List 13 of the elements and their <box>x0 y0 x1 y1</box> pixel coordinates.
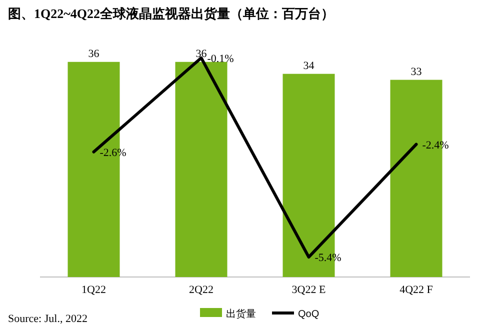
data-label: -0.1% <box>207 52 234 65</box>
legend-label: QoQ <box>298 309 320 320</box>
x-tick-label: 1Q22 <box>82 284 106 296</box>
x-tick-label: 3Q22 E <box>292 284 326 296</box>
data-label: 36 <box>196 48 208 60</box>
source-note: Source: Jul., 2022 <box>8 313 88 325</box>
x-tick-label: 4Q22 F <box>400 284 433 296</box>
legend-label: 出货量 <box>226 308 256 320</box>
chart-title: 图、1Q22~4Q22全球液晶监视器出货量（单位：百万台） <box>8 6 334 21</box>
data-label: 36 <box>88 48 100 60</box>
x-tick-label: 2Q22 <box>189 284 214 296</box>
data-label: 33 <box>410 66 422 78</box>
data-label: 34 <box>303 60 315 72</box>
